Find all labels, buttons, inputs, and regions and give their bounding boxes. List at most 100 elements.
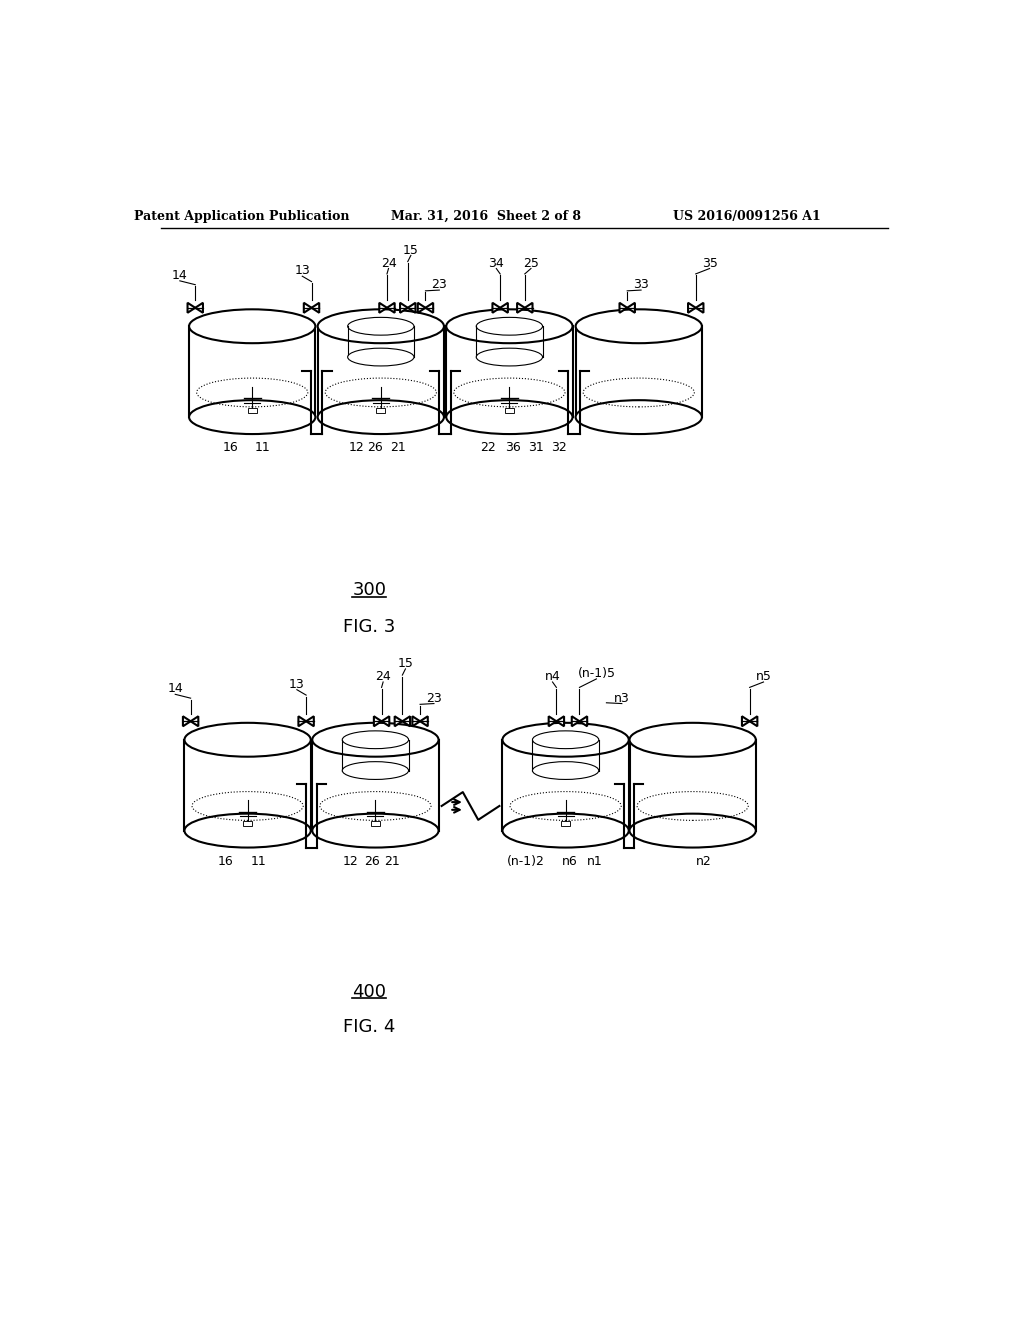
Bar <box>371 821 380 826</box>
Text: 13: 13 <box>289 677 305 690</box>
Polygon shape <box>184 739 310 830</box>
Polygon shape <box>503 739 629 830</box>
Text: 11: 11 <box>251 855 266 869</box>
Polygon shape <box>408 302 416 313</box>
Text: US 2016/0091256 A1: US 2016/0091256 A1 <box>673 210 820 223</box>
Ellipse shape <box>348 348 414 366</box>
Text: n3: n3 <box>614 692 630 705</box>
Text: 26: 26 <box>364 855 380 869</box>
Polygon shape <box>387 302 394 313</box>
Text: (n-1)5: (n-1)5 <box>578 667 615 680</box>
Text: 32: 32 <box>552 441 567 454</box>
Ellipse shape <box>575 400 701 434</box>
Polygon shape <box>556 717 564 726</box>
Text: 34: 34 <box>488 256 504 269</box>
Text: (n-1)2: (n-1)2 <box>507 855 545 869</box>
Text: 16: 16 <box>223 441 239 454</box>
Polygon shape <box>549 717 556 726</box>
Ellipse shape <box>532 762 599 779</box>
Polygon shape <box>317 326 444 417</box>
Text: 22: 22 <box>480 441 496 454</box>
Polygon shape <box>400 302 408 313</box>
Text: 33: 33 <box>633 279 649 292</box>
Ellipse shape <box>630 723 756 756</box>
Polygon shape <box>418 302 425 313</box>
Bar <box>561 821 570 826</box>
Ellipse shape <box>630 813 756 847</box>
Ellipse shape <box>342 762 409 779</box>
Polygon shape <box>374 717 382 726</box>
Ellipse shape <box>446 309 572 343</box>
Ellipse shape <box>476 317 543 335</box>
Text: 15: 15 <box>402 243 419 256</box>
Polygon shape <box>500 302 508 313</box>
Polygon shape <box>628 302 635 313</box>
Polygon shape <box>190 717 199 726</box>
Polygon shape <box>311 302 319 313</box>
Ellipse shape <box>503 723 629 756</box>
Text: 35: 35 <box>701 256 718 269</box>
Polygon shape <box>312 739 438 830</box>
Text: 23: 23 <box>431 279 447 292</box>
Text: FIG. 3: FIG. 3 <box>343 618 395 635</box>
Ellipse shape <box>503 813 629 847</box>
Polygon shape <box>189 326 315 417</box>
Polygon shape <box>298 717 306 726</box>
Polygon shape <box>394 717 402 726</box>
Polygon shape <box>402 717 410 726</box>
Text: 26: 26 <box>367 441 383 454</box>
Polygon shape <box>425 302 433 313</box>
Text: 21: 21 <box>390 441 406 454</box>
Polygon shape <box>580 717 587 726</box>
Polygon shape <box>379 302 387 313</box>
Polygon shape <box>517 302 524 313</box>
Text: 14: 14 <box>167 682 183 696</box>
Text: 16: 16 <box>218 855 233 869</box>
Bar <box>244 821 252 826</box>
Polygon shape <box>382 717 389 726</box>
Text: n6: n6 <box>561 855 578 869</box>
Text: 12: 12 <box>343 855 358 869</box>
Text: 24: 24 <box>375 671 391 684</box>
Polygon shape <box>688 302 695 313</box>
Polygon shape <box>630 739 756 830</box>
Polygon shape <box>183 717 190 726</box>
Text: n2: n2 <box>696 855 712 869</box>
Ellipse shape <box>317 309 444 343</box>
Text: 14: 14 <box>172 269 187 282</box>
Text: n1: n1 <box>587 855 603 869</box>
Text: 13: 13 <box>294 264 310 277</box>
Ellipse shape <box>312 813 438 847</box>
Text: FIG. 4: FIG. 4 <box>343 1018 395 1036</box>
Ellipse shape <box>317 400 444 434</box>
Ellipse shape <box>575 309 701 343</box>
Ellipse shape <box>446 400 572 434</box>
Bar <box>248 408 257 413</box>
Text: 21: 21 <box>384 855 400 869</box>
Bar <box>505 408 514 413</box>
Polygon shape <box>575 326 701 417</box>
Polygon shape <box>187 302 196 313</box>
Text: 300: 300 <box>352 581 386 598</box>
Ellipse shape <box>348 317 414 335</box>
Polygon shape <box>524 302 532 313</box>
Polygon shape <box>750 717 758 726</box>
Ellipse shape <box>189 400 315 434</box>
Text: 11: 11 <box>255 441 271 454</box>
Ellipse shape <box>532 731 599 748</box>
Polygon shape <box>420 717 428 726</box>
Text: 23: 23 <box>426 692 441 705</box>
Text: 31: 31 <box>528 441 544 454</box>
Text: Patent Application Publication: Patent Application Publication <box>134 210 350 223</box>
Polygon shape <box>306 717 313 726</box>
Bar <box>377 408 385 413</box>
Polygon shape <box>304 302 311 313</box>
Text: 36: 36 <box>506 441 521 454</box>
Ellipse shape <box>476 348 543 366</box>
Text: n5: n5 <box>756 671 771 684</box>
Text: 24: 24 <box>381 256 396 269</box>
Ellipse shape <box>342 731 409 748</box>
Polygon shape <box>620 302 628 313</box>
Polygon shape <box>413 717 420 726</box>
Text: 25: 25 <box>523 256 539 269</box>
